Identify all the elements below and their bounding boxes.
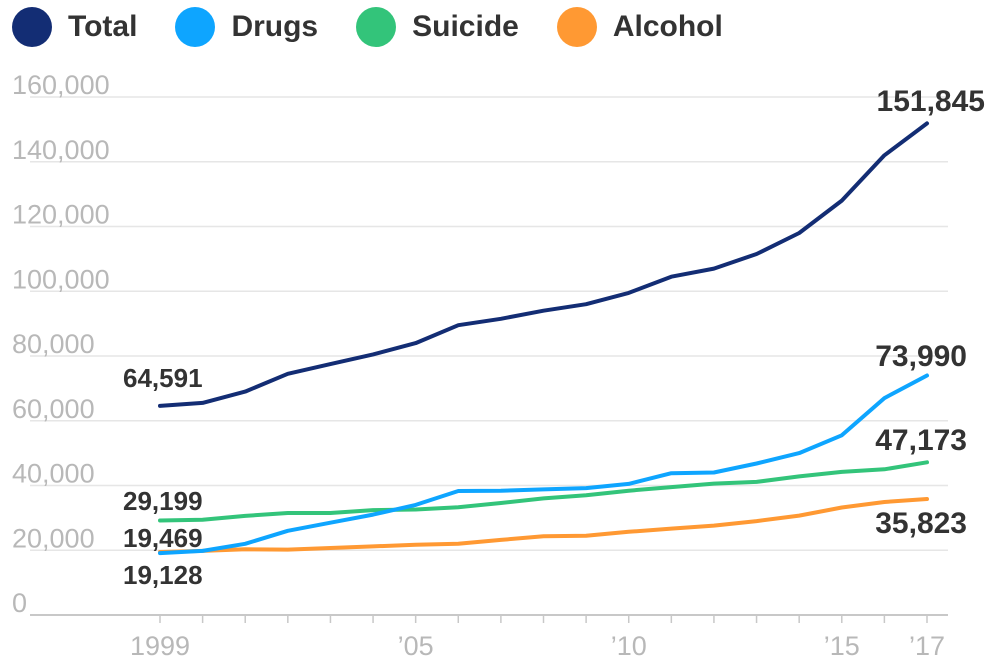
y-tick-label: 40,000 bbox=[12, 459, 95, 489]
series-line-alcohol bbox=[158, 497, 929, 554]
grid-lines bbox=[30, 96, 948, 551]
x-tick-label: ’15 bbox=[824, 631, 860, 661]
legend-label-alcohol: Alcohol bbox=[612, 10, 723, 43]
data-label-total-1999: 64,591 bbox=[123, 363, 203, 393]
legend-item-drugs: Drugs bbox=[175, 7, 318, 47]
data-label-alcohol-2017: 35,823 bbox=[875, 507, 967, 540]
legend-label-drugs: Drugs bbox=[231, 10, 319, 43]
series-lines bbox=[158, 121, 929, 556]
y-tick-label: 120,000 bbox=[12, 200, 110, 230]
x-tick-label: 1999 bbox=[130, 631, 190, 661]
y-tick-label: 140,000 bbox=[12, 135, 110, 165]
series-line-suicide bbox=[158, 460, 929, 523]
y-axis-tick-labels: 0 20,000 40,000 60,000 80,000 100,000 120,000 1… bbox=[12, 70, 110, 618]
x-tick-label: ’17 bbox=[909, 631, 945, 661]
legend-item-total: Total bbox=[12, 7, 137, 47]
legend-label-suicide: Suicide bbox=[412, 10, 519, 43]
data-label-drugs-2017: 73,990 bbox=[875, 340, 967, 373]
y-tick-label: 160,000 bbox=[12, 70, 110, 100]
data-label-suicide-2017: 47,173 bbox=[875, 424, 967, 457]
legend-item-alcohol: Alcohol bbox=[556, 7, 723, 47]
y-tick-label: 80,000 bbox=[12, 329, 95, 359]
legend-swatch-alcohol bbox=[556, 7, 597, 47]
legend: Total Drugs Suicide Alcohol bbox=[12, 6, 761, 48]
data-label-total-2017: 151,845 bbox=[877, 85, 985, 118]
x-tick-label: ’05 bbox=[398, 631, 434, 661]
legend-label-total: Total bbox=[68, 10, 138, 43]
y-tick-label: 20,000 bbox=[12, 523, 95, 553]
series-line-drugs bbox=[158, 373, 929, 556]
legend-item-suicide: Suicide bbox=[356, 7, 519, 47]
data-labels: 64,591 29,199 19,469 19,128 151,845 73,990 47,… bbox=[123, 85, 985, 590]
series-line-total bbox=[158, 121, 929, 408]
data-label-drugs-1999: 19,128 bbox=[123, 560, 203, 590]
legend-swatch-suicide bbox=[356, 7, 397, 47]
legend-swatch-drugs bbox=[175, 7, 216, 47]
y-tick-label: 60,000 bbox=[12, 394, 95, 424]
y-tick-label: 0 bbox=[12, 588, 27, 618]
data-label-alcohol-1999: 19,469 bbox=[123, 523, 203, 553]
x-axis: 1999 ’05 ’10 ’15 ’17 bbox=[30, 614, 948, 661]
x-tick-label: ’10 bbox=[611, 631, 647, 661]
y-tick-label: 100,000 bbox=[12, 264, 110, 294]
legend-swatch-total bbox=[12, 7, 52, 47]
data-label-suicide-1999: 29,199 bbox=[123, 486, 203, 516]
